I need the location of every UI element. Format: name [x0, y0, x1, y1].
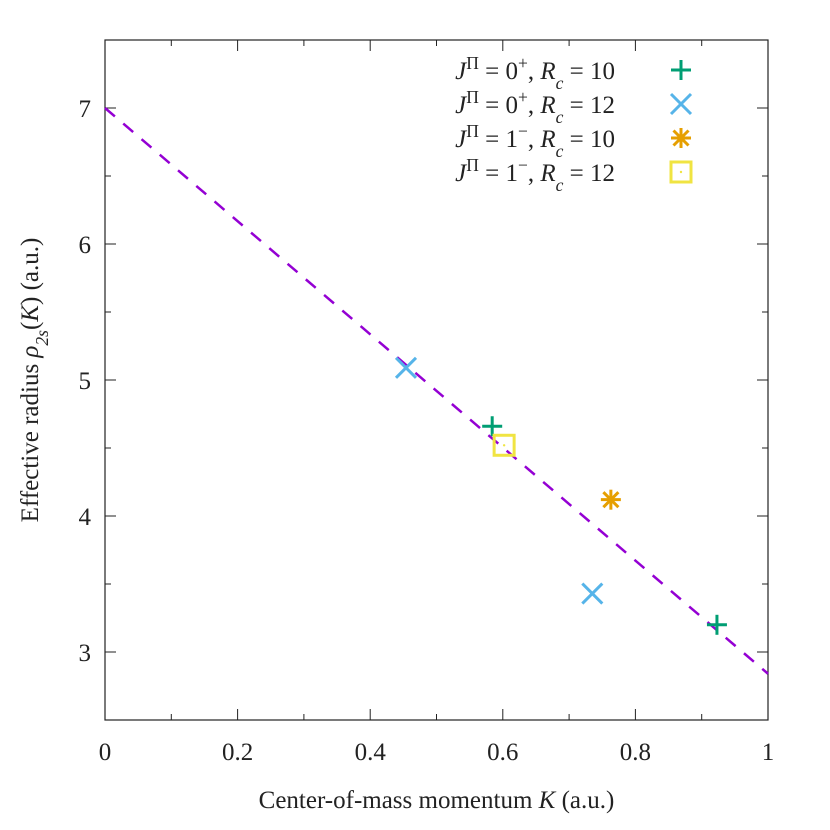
- x-tick-label: 0: [99, 739, 112, 766]
- square-dot: [502, 444, 506, 447]
- y-tick-label: 7: [79, 96, 92, 123]
- y-tick-label: 5: [79, 368, 92, 395]
- fit-line: [104, 107, 769, 675]
- square-outline: [492, 433, 516, 457]
- x-axis-label: Center-of-mass momentum K (a.u.): [259, 787, 615, 814]
- data-point-plus: [706, 614, 727, 635]
- y-tick-label: 4: [79, 504, 92, 531]
- data-point-cross: [581, 582, 604, 605]
- legend-marker-plus: [671, 60, 691, 80]
- data-point-plus: [482, 416, 503, 437]
- x-tick-label: 0.2: [222, 739, 253, 766]
- x-tick-label: 0.6: [487, 739, 518, 766]
- legend-label: JΠ = 0+, Rc = 10: [455, 53, 615, 93]
- legend-marker-square: [669, 160, 693, 184]
- y-tick-label: 3: [79, 640, 92, 667]
- y-tick-label: 6: [79, 232, 92, 259]
- square-dot: [679, 170, 683, 174]
- cross-b: [394, 356, 418, 379]
- star-b: [602, 491, 620, 509]
- star-b: [672, 129, 690, 147]
- x-tick-label: 0.4: [355, 739, 387, 766]
- y-axis-label: Effective radius ρ2s(K) (a.u.): [17, 238, 52, 523]
- legend-marker-star: [671, 128, 691, 148]
- data-point-square: [492, 433, 516, 457]
- data-point-cross: [394, 356, 418, 379]
- legend-marker-cross: [669, 92, 693, 116]
- cross-b: [581, 582, 604, 605]
- legend-label: JΠ = 0+, Rc = 12: [455, 87, 615, 127]
- data-point-star: [600, 489, 621, 510]
- legend-label: JΠ = 1−, Rc = 10: [455, 121, 615, 161]
- x-tick-label: 1: [762, 739, 775, 766]
- x-tick-label: 0.8: [620, 739, 651, 766]
- square-outline: [669, 160, 693, 184]
- legend-label: JΠ = 1−, Rc = 12: [455, 155, 615, 195]
- plot-frame: [104, 39, 769, 721]
- cross-b: [669, 92, 693, 116]
